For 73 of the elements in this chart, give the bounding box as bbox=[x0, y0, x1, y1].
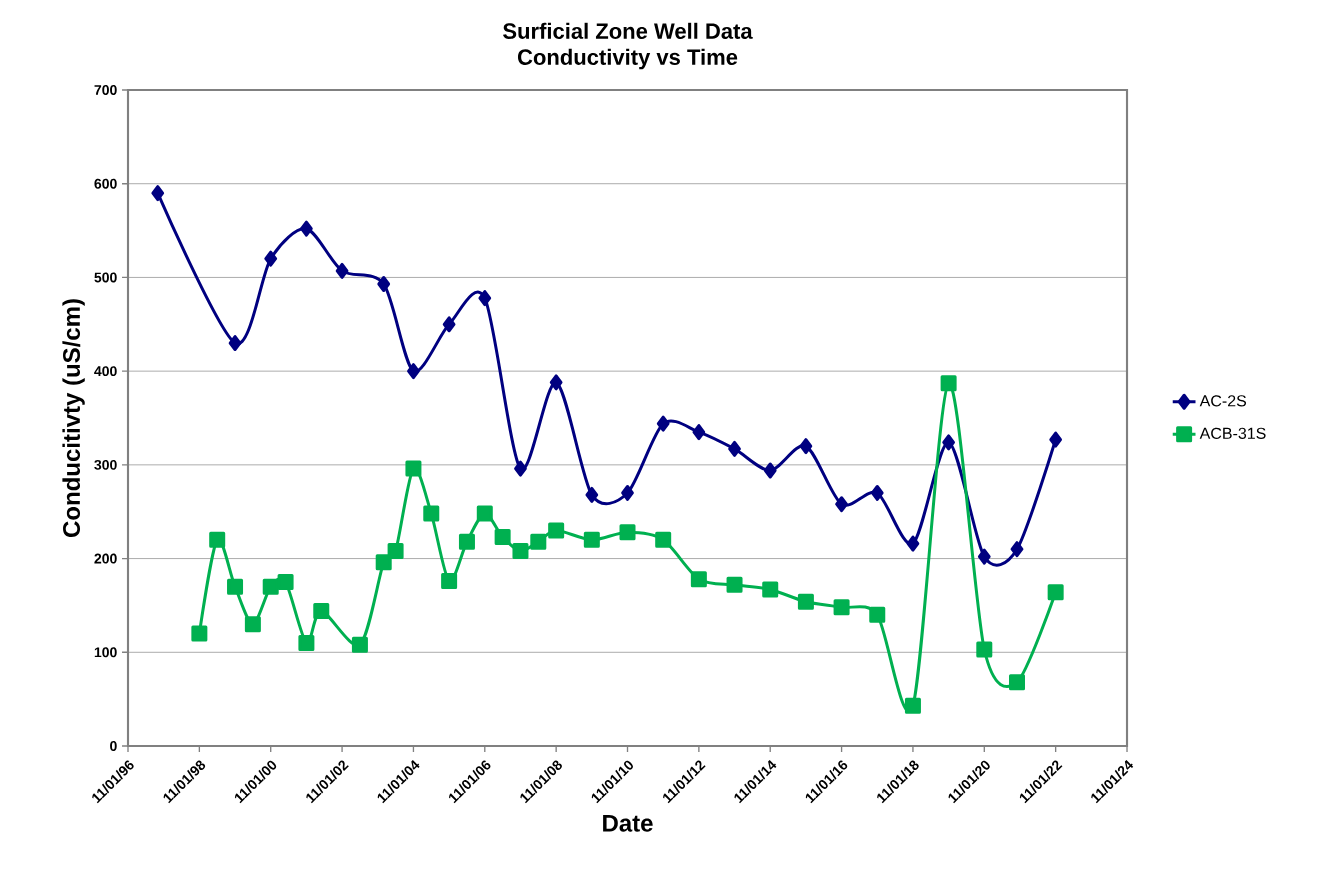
point bbox=[262, 578, 279, 595]
point bbox=[728, 440, 741, 457]
point bbox=[585, 486, 599, 503]
point bbox=[407, 363, 420, 380]
point bbox=[494, 529, 511, 546]
point bbox=[1010, 541, 1024, 558]
y-tick-label: 400 bbox=[94, 366, 117, 377]
point bbox=[442, 316, 456, 333]
point bbox=[870, 484, 884, 501]
point bbox=[151, 185, 165, 202]
chart-subtitle: Conductivity vs Time bbox=[517, 48, 738, 70]
legend-label: AC-2S bbox=[1199, 395, 1247, 407]
x-axis-title: Date bbox=[603, 815, 653, 832]
y-tick-label: 100 bbox=[94, 647, 117, 658]
point bbox=[583, 531, 600, 548]
point bbox=[209, 531, 226, 548]
y-tick-label: 0 bbox=[110, 741, 117, 751]
point bbox=[906, 535, 920, 552]
point bbox=[228, 335, 242, 352]
point bbox=[549, 374, 563, 391]
point bbox=[300, 220, 313, 237]
y-axis-title: Conducitivty (uS/cm) bbox=[62, 299, 85, 538]
point bbox=[530, 533, 547, 550]
point bbox=[763, 462, 777, 479]
point bbox=[377, 275, 391, 292]
point bbox=[441, 573, 458, 590]
point bbox=[942, 434, 955, 451]
point bbox=[904, 697, 921, 714]
point bbox=[690, 571, 707, 588]
point bbox=[762, 581, 779, 598]
point bbox=[977, 548, 991, 565]
point bbox=[835, 496, 848, 513]
point bbox=[244, 616, 261, 633]
point bbox=[313, 603, 330, 620]
point bbox=[940, 375, 957, 392]
point bbox=[227, 578, 244, 595]
chart-title: Surficial Zone Well Data bbox=[503, 22, 753, 39]
point bbox=[869, 606, 886, 623]
legend-label: ACB-31S bbox=[1199, 427, 1266, 439]
point bbox=[799, 438, 813, 455]
point bbox=[976, 641, 993, 658]
point bbox=[423, 505, 440, 522]
point bbox=[514, 460, 527, 477]
point bbox=[548, 522, 565, 539]
point bbox=[387, 543, 404, 560]
point bbox=[1009, 674, 1025, 691]
y-tick-label: 600 bbox=[94, 178, 117, 189]
point bbox=[1049, 431, 1063, 448]
point bbox=[1047, 584, 1064, 601]
point bbox=[298, 634, 315, 651]
point bbox=[621, 484, 634, 501]
point bbox=[833, 599, 850, 616]
point bbox=[351, 636, 368, 653]
point bbox=[478, 290, 492, 307]
point bbox=[692, 424, 706, 441]
point bbox=[476, 505, 493, 522]
point bbox=[619, 524, 636, 541]
point bbox=[656, 415, 670, 432]
point bbox=[726, 576, 743, 593]
y-tick-label: 700 bbox=[94, 85, 117, 95]
point bbox=[655, 531, 672, 548]
y-tick-label: 500 bbox=[94, 272, 117, 283]
point bbox=[797, 593, 814, 610]
point bbox=[277, 574, 294, 590]
y-tick-label: 300 bbox=[94, 459, 117, 470]
point bbox=[264, 250, 278, 267]
point bbox=[405, 460, 422, 477]
point bbox=[191, 625, 208, 642]
point bbox=[335, 262, 349, 279]
point bbox=[458, 533, 475, 550]
point bbox=[375, 554, 392, 571]
point bbox=[512, 543, 529, 560]
y-tick-label: 200 bbox=[94, 553, 117, 564]
